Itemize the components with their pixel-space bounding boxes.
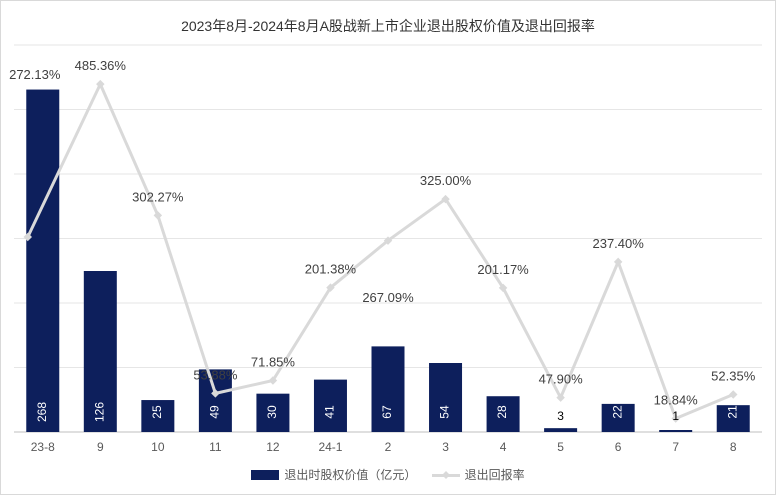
return-rate-label: 267.09% — [362, 290, 414, 305]
x-axis-ticks: 23-8 9 10 11 12 24-1 2 3 4 5 6 7 8 — [31, 440, 737, 454]
bar-5 — [544, 428, 578, 432]
line-point-4 — [498, 283, 508, 293]
x-tick-label: 2 — [385, 440, 392, 454]
legend-label-line: 退出回报率 — [464, 468, 525, 482]
bar-value-label: 21 — [725, 405, 739, 419]
line-point-5 — [556, 393, 565, 402]
x-tick-label: 10 — [151, 440, 165, 454]
chart-title: 2023年8月-2024年8月A股战新上市企业退出股权价值及退出回报率 — [181, 18, 595, 34]
x-tick-label: 7 — [672, 440, 679, 454]
x-tick-label: 11 — [209, 440, 222, 454]
line-point-6 — [613, 257, 623, 267]
legend-item-line: 退出回报率 — [431, 466, 525, 483]
return-rate-label: 53.88% — [193, 367, 238, 382]
x-tick-label: 24-1 — [318, 440, 342, 454]
return-rate-label: 201.17% — [477, 262, 529, 277]
bar-value-label: 49 — [208, 405, 222, 419]
bar-value-label: 22 — [610, 405, 624, 419]
bar-value-label: 41 — [323, 405, 337, 419]
return-rate-label: 47.90% — [539, 372, 584, 387]
return-rate-label: 302.27% — [132, 189, 184, 204]
bar-3 — [429, 363, 463, 432]
line-point-24-1 — [326, 283, 335, 292]
legend-swatch-line — [431, 470, 460, 480]
bar-8 — [716, 405, 750, 432]
return-rate-label: 18.84% — [654, 392, 699, 407]
legend-item-bar: 退出时股权价值（亿元） — [251, 466, 416, 483]
bar-value-label: 3 — [557, 409, 564, 423]
x-tick-label: 3 — [442, 440, 449, 454]
x-tick-label: 23-8 — [31, 440, 55, 454]
x-tick-label: 12 — [266, 440, 280, 454]
x-tick-label: 6 — [615, 440, 622, 454]
line-point-2 — [383, 236, 393, 245]
return-rate-label: 325.00% — [420, 173, 472, 188]
bar-value-label: 54 — [438, 405, 452, 419]
line-point-7 — [671, 414, 680, 423]
bar-23-8 — [26, 89, 60, 433]
bar-9 — [83, 271, 117, 432]
bar-value-label: 67 — [380, 405, 394, 419]
bar-value-label: 1 — [672, 409, 679, 423]
line-point-8 — [728, 390, 738, 399]
bar-value-label: 30 — [265, 405, 279, 419]
bar-6 — [601, 403, 635, 432]
x-tick-label: 5 — [557, 440, 564, 454]
bar-11 — [198, 369, 232, 432]
bar-12 — [256, 393, 290, 432]
return-rate-label: 201.38% — [305, 262, 357, 277]
line-point-3 — [441, 194, 450, 204]
bar-2 — [371, 346, 405, 432]
line-point-11 — [211, 389, 220, 398]
x-tick-label: 4 — [500, 440, 507, 454]
return-rate-label: 485.36% — [75, 58, 127, 73]
return-rate-label: 237.40% — [592, 236, 644, 251]
line-series — [23, 79, 738, 423]
bar-series — [26, 89, 750, 433]
bar-value-label: 25 — [150, 405, 164, 419]
legend-label-bar: 退出时股权价值（亿元） — [284, 468, 417, 482]
x-tick-label: 8 — [730, 440, 737, 454]
bar-value-label: 268 — [35, 402, 49, 422]
bar-24-1 — [313, 379, 347, 432]
bar-10 — [141, 400, 175, 432]
line-point-10 — [153, 211, 163, 220]
bar-7 — [659, 430, 693, 432]
bar-value-label: 28 — [495, 405, 509, 419]
x-tick-label: 9 — [97, 440, 104, 454]
line-point-9 — [96, 79, 105, 89]
return-rate-label: 272.13% — [9, 67, 61, 82]
return-rate-label: 71.85% — [251, 355, 296, 370]
bar-value-label: 126 — [92, 402, 106, 422]
return-rate-label: 52.35% — [711, 368, 756, 383]
line-point-12 — [268, 376, 278, 385]
chart-legend: 退出时股权价值（亿元） 退出回报率 — [0, 466, 776, 483]
data-labels: 268 126 25 49 30 41 67 54 28 3 22 1 21 272.13% 485.36%… — [9, 58, 756, 423]
bar-4 — [486, 396, 520, 432]
legend-swatch-bar — [251, 469, 280, 480]
